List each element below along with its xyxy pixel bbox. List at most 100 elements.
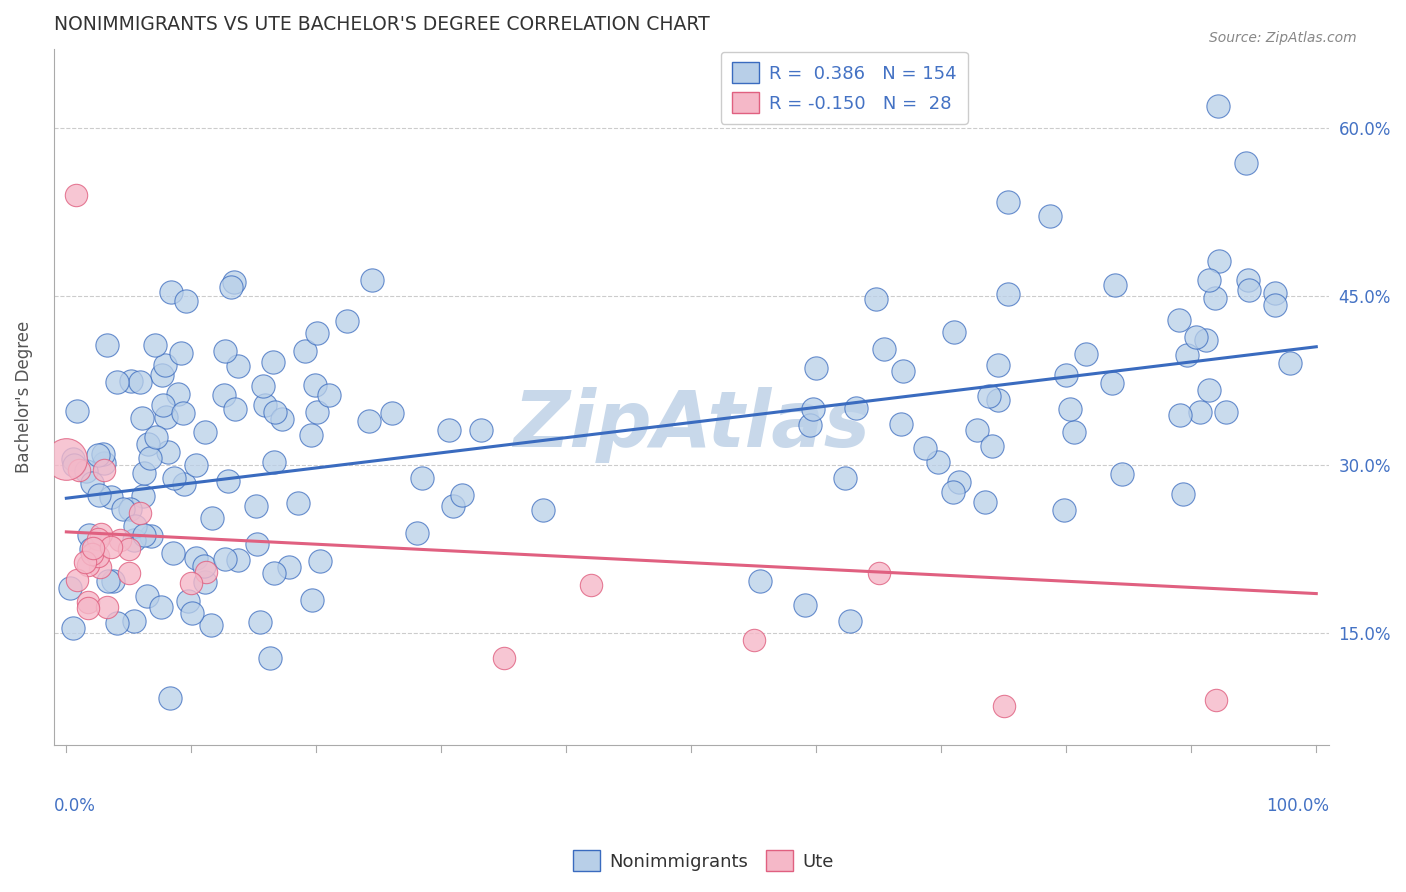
Point — [470, 423, 492, 437]
Point — [87, 532, 110, 546]
Point — [252, 379, 274, 393]
Point — [1198, 273, 1220, 287]
Point — [86, 549, 108, 563]
Point — [891, 364, 914, 378]
Text: 0.0%: 0.0% — [53, 797, 96, 815]
Point — [271, 412, 294, 426]
Point — [1054, 368, 1077, 382]
Point — [1101, 376, 1123, 390]
Point — [219, 280, 242, 294]
Point — [118, 541, 141, 556]
Point — [77, 594, 100, 608]
Point — [166, 387, 188, 401]
Point — [1234, 156, 1257, 170]
Point — [980, 439, 1002, 453]
Point — [1039, 209, 1062, 223]
Point — [749, 574, 772, 589]
Point — [172, 406, 194, 420]
Point — [170, 346, 193, 360]
Point — [62, 621, 84, 635]
Point — [1205, 693, 1227, 707]
Point — [149, 599, 172, 614]
Point — [405, 526, 427, 541]
Point — [177, 594, 200, 608]
Point — [804, 361, 827, 376]
Point — [66, 404, 89, 418]
Point — [1264, 297, 1286, 311]
Point — [997, 195, 1019, 210]
Point — [194, 574, 217, 589]
Point — [152, 398, 174, 412]
Point — [212, 388, 235, 402]
Point — [181, 607, 204, 621]
Point — [1237, 283, 1260, 297]
Point — [80, 542, 103, 557]
Point — [87, 488, 110, 502]
Point — [1189, 405, 1212, 419]
Point — [87, 448, 110, 462]
Point — [58, 582, 80, 596]
Point — [942, 484, 965, 499]
Point — [1074, 347, 1097, 361]
Point — [201, 511, 224, 525]
Point — [96, 338, 118, 352]
Point — [1237, 273, 1260, 287]
Text: NONIMMIGRANTS VS UTE BACHELOR'S DEGREE CORRELATION CHART: NONIMMIGRANTS VS UTE BACHELOR'S DEGREE C… — [53, 15, 710, 34]
Point — [173, 476, 195, 491]
Point — [287, 496, 309, 510]
Point — [132, 466, 155, 480]
Point — [75, 464, 97, 478]
Point — [118, 501, 141, 516]
Point — [224, 275, 246, 289]
Point — [159, 691, 181, 706]
Point — [77, 558, 100, 572]
Point — [264, 405, 287, 419]
Point — [122, 614, 145, 628]
Point — [105, 375, 128, 389]
Point — [128, 375, 150, 389]
Point — [139, 529, 162, 543]
Point — [150, 368, 173, 382]
Point — [318, 388, 340, 402]
Point — [1215, 405, 1237, 419]
Point — [120, 374, 142, 388]
Point — [55, 452, 77, 467]
Point — [80, 547, 103, 561]
Point — [977, 389, 1000, 403]
Point — [112, 502, 135, 516]
Point — [186, 458, 208, 473]
Point — [214, 344, 236, 359]
Point — [336, 314, 359, 328]
Point — [966, 423, 988, 437]
Point — [217, 475, 239, 489]
Point — [531, 503, 554, 517]
Point — [67, 463, 90, 477]
Point — [1204, 292, 1226, 306]
Point — [411, 471, 433, 485]
Point — [1059, 402, 1081, 417]
Y-axis label: Bachelor's Degree: Bachelor's Degree — [15, 321, 32, 474]
Point — [259, 651, 281, 665]
Point — [834, 470, 856, 484]
Point — [145, 430, 167, 444]
Point — [1168, 313, 1191, 327]
Point — [194, 425, 217, 439]
Point — [1208, 98, 1230, 112]
Point — [872, 343, 894, 357]
Point — [124, 519, 146, 533]
Point — [793, 598, 815, 612]
Point — [65, 188, 87, 202]
Point — [214, 552, 236, 566]
Point — [890, 417, 912, 431]
Point — [180, 576, 202, 591]
Point — [138, 437, 160, 451]
Point — [193, 558, 215, 573]
Point — [76, 601, 98, 615]
Point — [301, 592, 323, 607]
Point — [105, 616, 128, 631]
Point — [73, 555, 96, 569]
Point — [77, 528, 100, 542]
Point — [441, 500, 464, 514]
Point — [139, 450, 162, 465]
Point — [155, 410, 177, 425]
